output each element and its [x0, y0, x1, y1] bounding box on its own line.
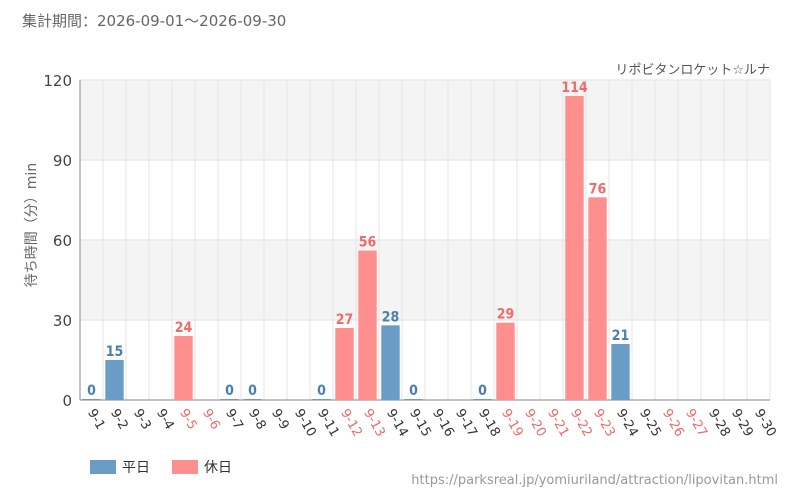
x-tick-label: 9-1: [84, 407, 108, 433]
bar: [496, 322, 515, 400]
y-tick-label: 120: [43, 72, 72, 90]
x-tick-label: 9-22: [567, 407, 595, 440]
x-tick-label: 9-16: [429, 407, 457, 440]
bar: [335, 328, 354, 400]
x-tick-label: 9-17: [452, 407, 480, 440]
x-tick-label: 9-6: [199, 407, 223, 433]
data-label: 114: [561, 80, 588, 96]
x-tick-label: 9-24: [613, 407, 641, 440]
y-tick-label: 30: [53, 312, 72, 330]
x-tick-label: 9-20: [521, 407, 549, 440]
y-tick-label: 60: [53, 232, 72, 250]
x-tick-label: 9-8: [245, 407, 269, 433]
data-label: 0: [87, 383, 96, 399]
legend: 平日 休日: [90, 457, 232, 477]
attraction-name: リポビタンロケット☆ルナ: [615, 63, 770, 78]
bar: [105, 360, 124, 400]
legend-item-holiday: 休日: [172, 457, 232, 477]
bar: [358, 250, 377, 400]
x-tick-label: 9-4: [153, 407, 177, 433]
data-label: 24: [175, 320, 193, 336]
data-label: 29: [497, 307, 515, 323]
x-tick-label: 9-12: [337, 407, 365, 440]
period-label: 集計期間：2026-09-01～2026-09-30: [22, 12, 287, 30]
data-label: 27: [336, 312, 354, 328]
bar: [588, 197, 607, 400]
bar: [174, 336, 193, 400]
y-tick-label: 90: [53, 152, 72, 170]
x-tick-label: 9-7: [222, 407, 246, 433]
data-label: 21: [612, 328, 630, 344]
x-tick-label: 9-5: [176, 407, 200, 433]
data-label: 56: [359, 235, 377, 251]
x-tick-label: 9-23: [590, 407, 618, 440]
data-label: 0: [225, 383, 234, 399]
x-tick-label: 9-14: [383, 407, 411, 440]
data-label: 0: [248, 383, 257, 399]
legend-swatch-weekday: [90, 460, 116, 474]
bar: [312, 399, 331, 400]
bar: [565, 96, 584, 400]
x-tick-label: 9-29: [728, 407, 756, 440]
bar: [381, 325, 400, 400]
legend-label-holiday: 休日: [204, 460, 232, 476]
data-label: 0: [409, 383, 418, 399]
x-tick-label: 9-3: [130, 407, 154, 433]
x-tick-label: 9-26: [659, 407, 687, 440]
bar: [611, 344, 630, 400]
bar: [220, 399, 239, 400]
data-label: 28: [382, 309, 400, 325]
x-tick-label: 9-30: [751, 407, 779, 440]
bar: [243, 399, 262, 400]
x-tick-label: 9-13: [360, 407, 388, 440]
x-tick-label: 9-15: [406, 407, 434, 440]
x-tick-label: 9-25: [636, 407, 664, 440]
bar: [404, 399, 423, 400]
source-url: https://parksreal.jp/yomiuriland/attract…: [411, 473, 778, 488]
legend-label-weekday: 平日: [122, 460, 150, 476]
data-label: 15: [106, 344, 124, 360]
x-tick-label: 9-9: [268, 407, 292, 433]
y-tick-label: 0: [62, 392, 72, 410]
data-label: 0: [478, 383, 487, 399]
x-tick-label: 9-27: [682, 407, 710, 440]
bar: [473, 399, 492, 400]
x-tick-label: 9-18: [475, 407, 503, 440]
data-label: 0: [317, 383, 326, 399]
data-label: 76: [589, 181, 607, 197]
x-tick-label: 9-28: [705, 407, 733, 440]
x-tick-label: 9-2: [107, 407, 131, 433]
x-tick-label: 9-11: [314, 407, 342, 440]
x-tick-label: 9-19: [498, 407, 526, 440]
bar: [82, 399, 101, 400]
legend-swatch-holiday: [172, 460, 198, 474]
x-tick-label: 9-21: [544, 407, 572, 440]
x-tick-label: 9-10: [291, 407, 319, 440]
legend-item-weekday: 平日: [90, 457, 150, 477]
